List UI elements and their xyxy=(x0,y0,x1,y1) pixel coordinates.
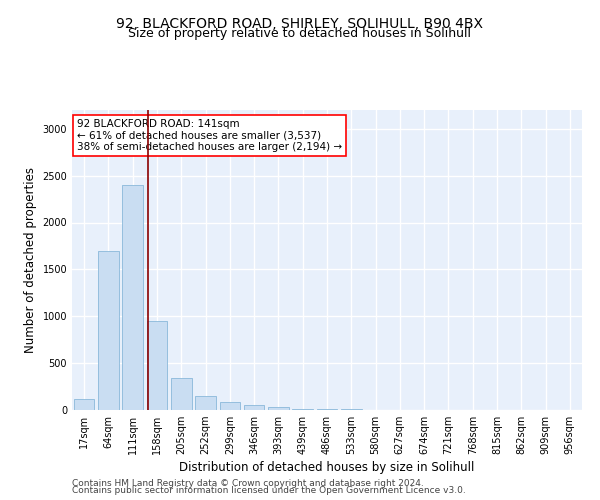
Y-axis label: Number of detached properties: Number of detached properties xyxy=(24,167,37,353)
Bar xyxy=(122,185,143,410)
X-axis label: Distribution of detached houses by size in Solihull: Distribution of detached houses by size … xyxy=(179,462,475,474)
Text: Size of property relative to detached houses in Solihull: Size of property relative to detached ho… xyxy=(128,28,472,40)
Bar xyxy=(74,399,94,410)
Bar xyxy=(341,409,362,410)
Bar xyxy=(244,405,265,410)
Bar xyxy=(268,406,289,410)
Bar xyxy=(171,378,191,410)
Bar xyxy=(146,321,167,410)
Bar xyxy=(220,402,240,410)
Text: 92, BLACKFORD ROAD, SHIRLEY, SOLIHULL, B90 4BX: 92, BLACKFORD ROAD, SHIRLEY, SOLIHULL, B… xyxy=(116,18,484,32)
Text: Contains HM Land Registry data © Crown copyright and database right 2024.: Contains HM Land Registry data © Crown c… xyxy=(72,478,424,488)
Bar xyxy=(317,409,337,410)
Bar xyxy=(292,408,313,410)
Bar xyxy=(98,250,119,410)
Text: 92 BLACKFORD ROAD: 141sqm
← 61% of detached houses are smaller (3,537)
38% of se: 92 BLACKFORD ROAD: 141sqm ← 61% of detac… xyxy=(77,119,342,152)
Bar xyxy=(195,396,216,410)
Text: Contains public sector information licensed under the Open Government Licence v3: Contains public sector information licen… xyxy=(72,486,466,495)
